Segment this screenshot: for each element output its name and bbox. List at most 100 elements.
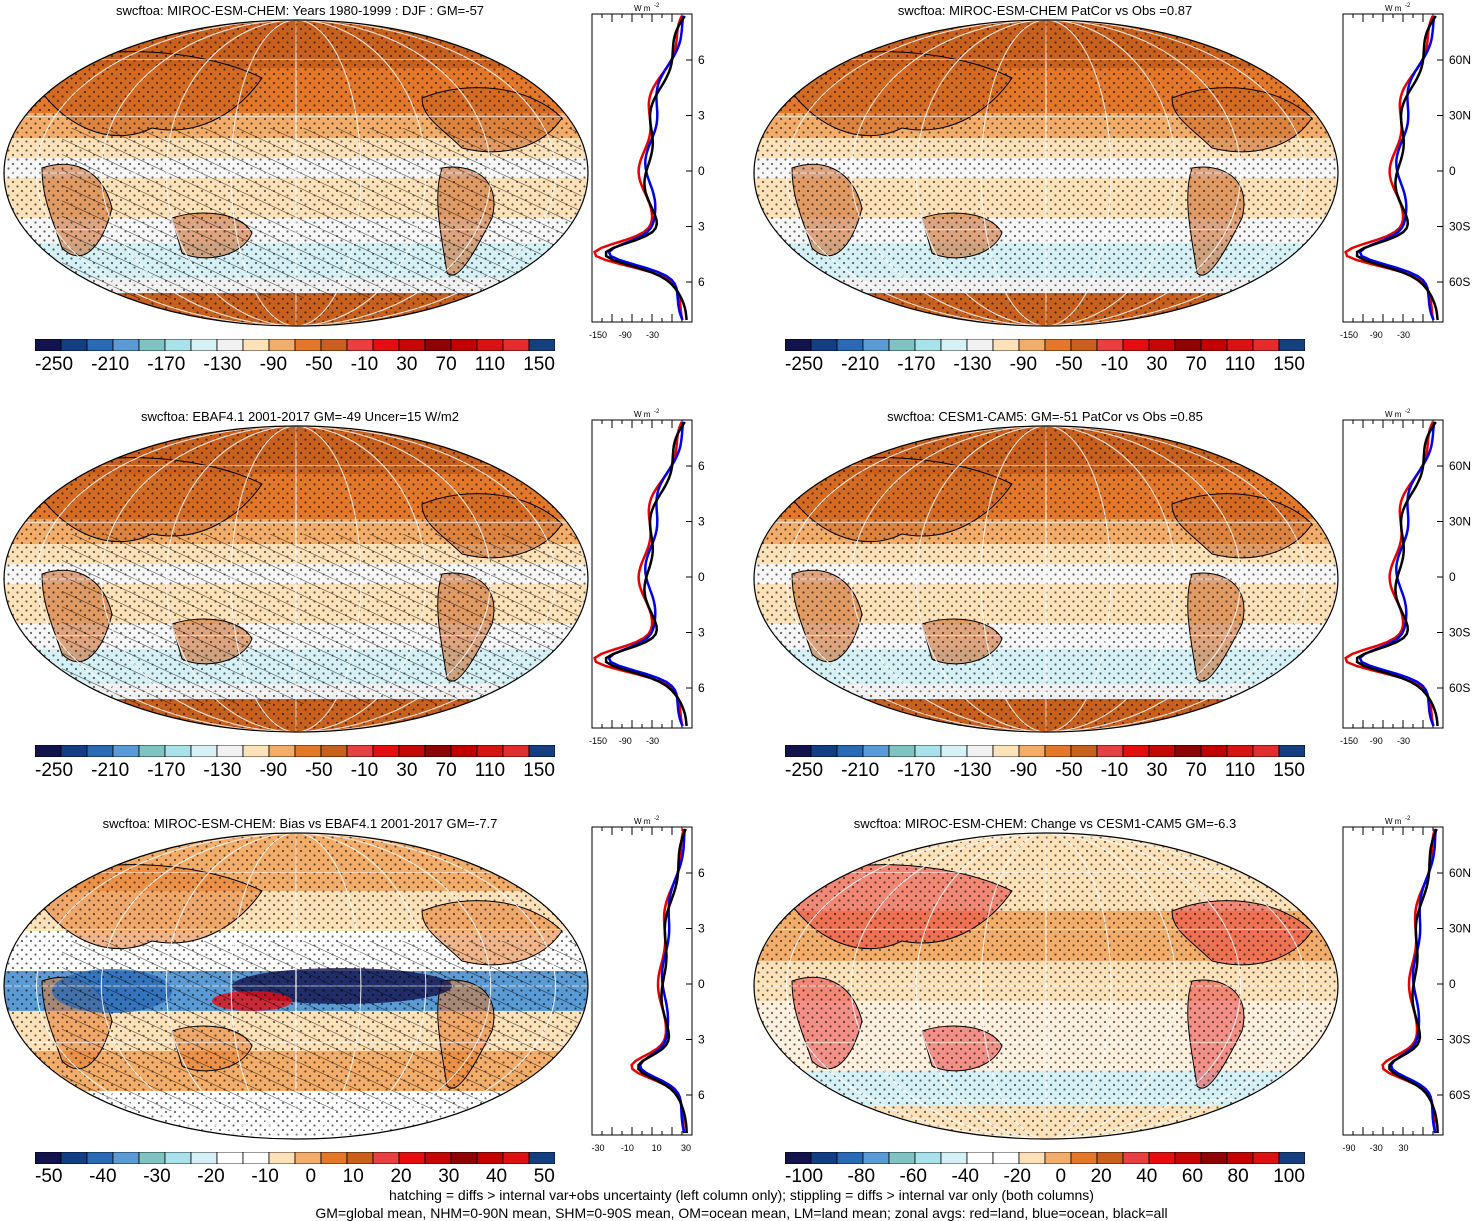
map-border: [3, 425, 589, 733]
colorbar-swatch: [60, 1152, 88, 1164]
units-exponent: -2: [1405, 3, 1411, 9]
colorbar-swatch: [992, 1152, 1020, 1164]
panel-4-colorbar: [785, 745, 1305, 757]
lat-tick-label: 0: [698, 164, 705, 178]
colorbar-swatch: [888, 1152, 916, 1164]
colorbar-tick-label: -30: [143, 1166, 171, 1187]
zonal-x-tick-label: -90: [1370, 330, 1383, 340]
colorbar-swatch: [476, 339, 504, 351]
all-zonal-line: [1388, 828, 1439, 1134]
colorbar-swatch: [1122, 1152, 1150, 1164]
colorbar-swatch: [424, 745, 452, 757]
colorbar-tick-label: -40: [89, 1166, 117, 1187]
panel-3-colorbar: [35, 745, 555, 757]
colorbar-swatch: [372, 1152, 400, 1164]
colorbar-swatch: [372, 745, 400, 757]
colorbar-swatch: [216, 1152, 244, 1164]
colorbar-swatch: [1252, 745, 1280, 757]
lat-tick-label: 60N: [1449, 53, 1471, 67]
zonal-x-tick-label: -30: [1370, 1143, 1383, 1153]
panel-4-map: [753, 425, 1339, 733]
colorbar-swatch: [502, 745, 530, 757]
colorbar-swatch: [1018, 339, 1046, 351]
colorbar-swatch: [268, 1152, 296, 1164]
zonal-x-tick-label: 30: [681, 1143, 691, 1153]
colorbar-swatch: [112, 745, 140, 757]
colorbar-tick-label: -20: [1003, 1166, 1031, 1187]
colorbar-swatch: [138, 1152, 166, 1164]
colorbar-swatch: [966, 339, 994, 351]
colorbar-swatch: [1122, 745, 1150, 757]
lat-tick-label: 0: [698, 977, 705, 991]
colorbar-swatch: [502, 1152, 530, 1164]
colorbar-tick-label: -90: [259, 354, 288, 375]
colorbar-swatch: [112, 339, 140, 351]
colorbar-swatch: [1122, 339, 1150, 351]
panel-6-title: swcftoa: MIROC-ESM-CHEM: Change vs CESM1…: [853, 816, 1237, 831]
zonal-x-tick-label: -150: [589, 330, 607, 340]
panel-1-colorbar: [35, 339, 555, 351]
colorbar-swatch: [1070, 339, 1098, 351]
units-label: W m: [1385, 410, 1402, 419]
lat-tick-label: 60S: [1449, 275, 1470, 289]
colorbar-swatch: [785, 339, 812, 351]
colorbar-tick-label: 30: [1146, 354, 1168, 375]
colorbar-swatch: [528, 1152, 555, 1164]
colorbar-swatch: [810, 745, 838, 757]
colorbar-swatch: [1018, 1152, 1046, 1164]
zonal-x-tick-label: -90: [619, 736, 632, 746]
lat-tick-label: 30N: [1449, 109, 1471, 123]
lat-tick-label: 60N: [698, 866, 705, 880]
panel-1-map: [3, 19, 589, 327]
colorbar-swatch: [216, 339, 244, 351]
colorbar-swatch: [476, 1152, 504, 1164]
colorbar-swatch: [992, 745, 1020, 757]
colorbar-swatch: [294, 339, 322, 351]
colorbar-tick-label: -130: [953, 354, 992, 375]
colorbar-swatch: [242, 745, 270, 757]
colorbar-tick-label: 150: [523, 354, 555, 375]
colorbar-tick-label: 70: [435, 354, 457, 375]
colorbar-swatch: [164, 745, 192, 757]
colorbar-swatch: [1148, 745, 1176, 757]
lat-tick-label: 30N: [698, 922, 705, 936]
colorbar-swatch: [914, 1152, 942, 1164]
colorbar-swatch: [888, 339, 916, 351]
zonal-x-tick-label: -90: [1342, 1143, 1355, 1153]
colorbar-swatch: [242, 339, 270, 351]
zonal-x-tick-label: -30: [646, 736, 659, 746]
map-border: [753, 832, 1339, 1140]
units-exponent: -2: [1405, 409, 1411, 415]
colorbar-swatch: [914, 745, 942, 757]
colorbar-swatch: [320, 1152, 348, 1164]
panel-4-colorbar-labels: -250 -210 -170 -130 -90 -50 -10 30 70 110 150: [785, 760, 1305, 782]
lat-tick-label: 60S: [698, 275, 705, 289]
units-label: W m: [1385, 817, 1402, 826]
colorbar-tick-label: 20: [390, 1166, 412, 1187]
panel-2-zonal-plot: W m -2 60N 30N 0 30S 60S -150 -90 -30: [1340, 3, 1471, 340]
colorbar-swatch: [476, 745, 504, 757]
colorbar-swatch: [216, 745, 244, 757]
zonal-x-tick-label: -30: [1397, 736, 1410, 746]
footer-line-1: hatching = diffs > internal var+obs unce…: [389, 1187, 1094, 1203]
colorbar-swatch: [320, 745, 348, 757]
colorbar-swatch: [35, 745, 62, 757]
colorbar-swatch: [1044, 1152, 1072, 1164]
colorbar-swatch: [836, 745, 864, 757]
colorbar-swatch: [35, 1152, 62, 1164]
colorbar-swatch: [86, 339, 114, 351]
colorbar-swatch: [450, 745, 478, 757]
lat-tick-label: 60S: [698, 681, 705, 695]
panel-6-colorbar-labels: -100 -80 -60 -40 -20 0 20 40 60 80 100: [785, 1166, 1305, 1188]
panel-2-map: [753, 19, 1339, 327]
colorbar-swatch: [424, 1152, 452, 1164]
ocean-zonal-line: [1358, 15, 1436, 321]
colorbar-swatch: [836, 339, 864, 351]
colorbar-tick-label: -90: [259, 760, 288, 781]
colorbar-swatch: [190, 339, 218, 351]
colorbar-swatch: [810, 1152, 838, 1164]
zonal-x-tick-label: -30: [591, 1143, 604, 1153]
colorbar-swatch: [1174, 745, 1202, 757]
colorbar-tick-label: -50: [35, 1166, 63, 1187]
lat-tick-label: 0: [1449, 570, 1456, 584]
